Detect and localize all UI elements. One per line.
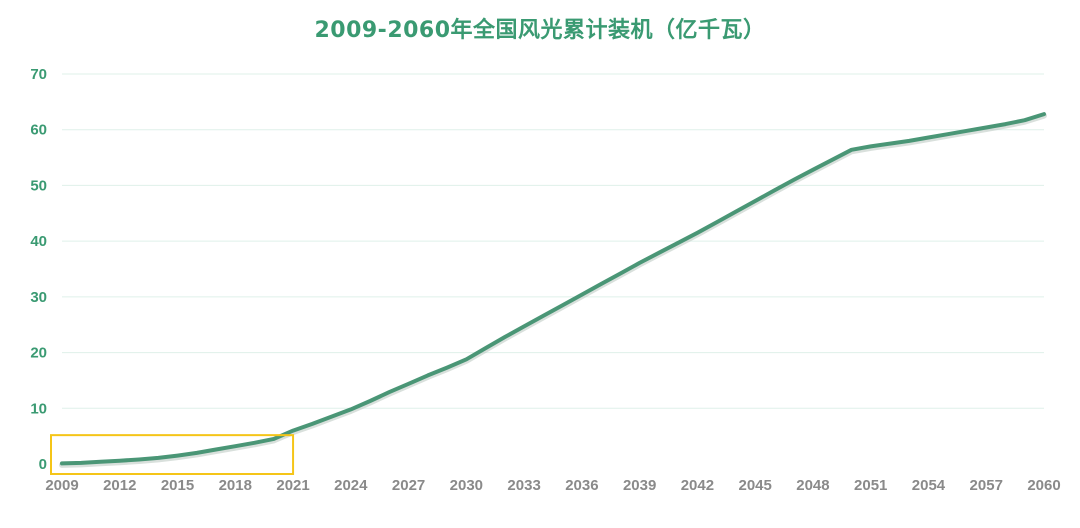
x-tick-label: 2045 — [738, 477, 771, 494]
x-tick-label: 2051 — [854, 477, 887, 494]
x-tick-label: 2060 — [1027, 477, 1060, 494]
x-tick-label: 2039 — [623, 477, 656, 494]
y-tick-label: 70 — [30, 66, 47, 83]
highlight-box — [50, 434, 295, 475]
x-tick-label: 2057 — [970, 477, 1003, 494]
x-tick-label: 2030 — [450, 477, 483, 494]
x-tick-label: 2015 — [161, 477, 194, 494]
y-tick-label: 0 — [39, 456, 47, 473]
x-tick-label: 2021 — [276, 477, 309, 494]
y-tick-label: 20 — [30, 345, 47, 362]
x-tick-label: 2036 — [565, 477, 598, 494]
y-tick-label: 30 — [30, 289, 47, 306]
x-tick-label: 2018 — [219, 477, 252, 494]
x-tick-label: 2009 — [45, 477, 78, 494]
series-line-shadow — [59, 112, 1047, 468]
y-tick-label: 50 — [30, 177, 47, 194]
annotation-layer — [50, 434, 295, 475]
series-layer — [59, 112, 1047, 468]
gridlines — [62, 73, 1044, 409]
y-tick-label: 60 — [30, 122, 47, 139]
y-axis-ticks: 0 10 20 30 40 50 60 70 — [30, 66, 47, 473]
x-tick-label: 2024 — [334, 477, 368, 494]
x-tick-label: 2012 — [103, 477, 136, 494]
x-tick-label: 2042 — [681, 477, 714, 494]
y-tick-label: 10 — [30, 400, 47, 417]
y-tick-label: 40 — [30, 233, 47, 250]
series-line — [60, 112, 1046, 466]
chart-title: 2009-2060年全国风光累计装机（亿千瓦） — [314, 18, 766, 43]
x-axis-ticks: 2009 2012 2015 2018 2021 2024 2027 2030 2033 2036… — [45, 477, 1060, 494]
x-tick-label: 2048 — [796, 477, 829, 494]
x-tick-label: 2054 — [912, 477, 946, 494]
x-tick-label: 2033 — [507, 477, 540, 494]
x-tick-label: 2027 — [392, 477, 425, 494]
